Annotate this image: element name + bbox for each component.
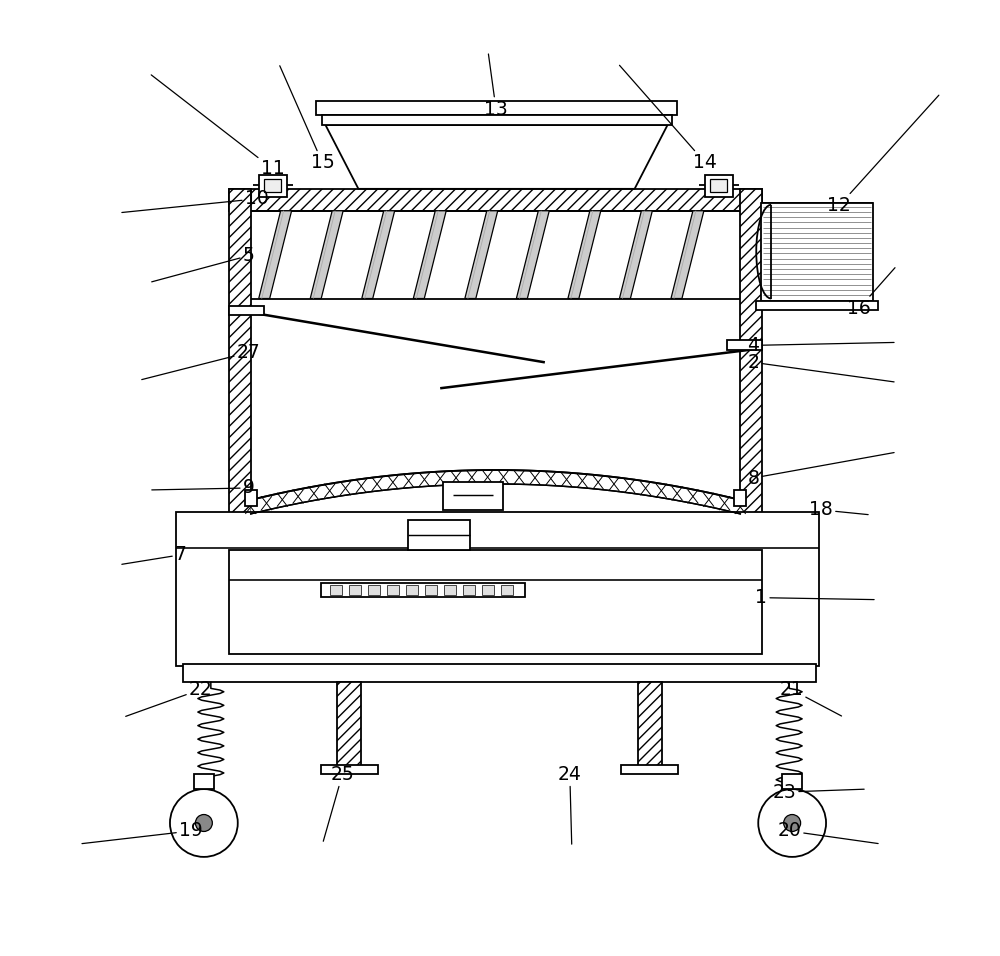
Bar [621, 765, 678, 774]
Text: 11: 11 [151, 75, 285, 179]
Bar [316, 101, 677, 115]
Bar [740, 189, 762, 658]
Text: 14: 14 [619, 65, 717, 172]
Circle shape [195, 815, 212, 832]
Text: 9: 9 [152, 478, 255, 497]
Bar [782, 774, 802, 789]
Polygon shape [568, 210, 601, 298]
Text: 4: 4 [747, 336, 894, 355]
Circle shape [758, 789, 826, 857]
Bar [710, 179, 727, 192]
Bar [194, 774, 214, 789]
Bar [727, 340, 762, 350]
Text: 5: 5 [152, 246, 255, 282]
Text: 7: 7 [122, 545, 187, 564]
Text: 25: 25 [323, 765, 354, 841]
Bar [264, 179, 281, 192]
Text: 12: 12 [827, 96, 939, 215]
Bar [734, 490, 746, 506]
Polygon shape [326, 125, 668, 189]
Polygon shape [465, 210, 498, 298]
Bar [321, 765, 378, 774]
Text: 13: 13 [484, 54, 508, 119]
Bar [482, 585, 494, 595]
Text: 20: 20 [777, 821, 878, 843]
Bar [463, 585, 475, 595]
Bar [330, 585, 342, 595]
Bar [761, 203, 873, 300]
Bar [259, 175, 287, 197]
Text: 24: 24 [558, 765, 582, 844]
Bar [705, 175, 733, 197]
Bar [425, 585, 437, 595]
Circle shape [784, 815, 801, 832]
Bar [408, 520, 470, 550]
Bar [229, 550, 762, 655]
Bar [321, 583, 525, 597]
Bar [501, 585, 513, 595]
Bar [229, 306, 264, 315]
Text: 19: 19 [82, 821, 203, 843]
Bar [229, 636, 762, 658]
Text: 18: 18 [809, 500, 868, 519]
Text: 10: 10 [122, 189, 269, 212]
Text: 23: 23 [772, 783, 864, 801]
Bar [406, 585, 418, 595]
Text: 16: 16 [847, 268, 895, 318]
Text: 21: 21 [779, 680, 842, 716]
Text: 27: 27 [142, 343, 261, 380]
Bar [245, 490, 257, 506]
Text: 22: 22 [126, 680, 213, 716]
Text: 15: 15 [280, 66, 334, 172]
Polygon shape [671, 210, 704, 298]
Text: 8: 8 [747, 452, 894, 488]
Bar [229, 189, 762, 210]
Bar [443, 482, 503, 510]
Polygon shape [259, 210, 292, 298]
Text: 2: 2 [747, 353, 894, 381]
Bar [176, 511, 819, 666]
Polygon shape [310, 210, 343, 298]
Bar [229, 189, 251, 658]
Bar [183, 664, 816, 683]
Bar [444, 585, 456, 595]
Circle shape [170, 789, 238, 857]
Bar [322, 115, 672, 125]
Bar [368, 585, 380, 595]
Polygon shape [516, 210, 549, 298]
Text: 1: 1 [755, 588, 874, 607]
Bar [756, 300, 878, 311]
Polygon shape [619, 210, 652, 298]
Bar [337, 683, 361, 767]
Bar [387, 585, 399, 595]
Bar [349, 585, 361, 595]
Bar [638, 683, 662, 767]
Polygon shape [362, 210, 395, 298]
Polygon shape [413, 210, 446, 298]
Bar [251, 210, 740, 636]
